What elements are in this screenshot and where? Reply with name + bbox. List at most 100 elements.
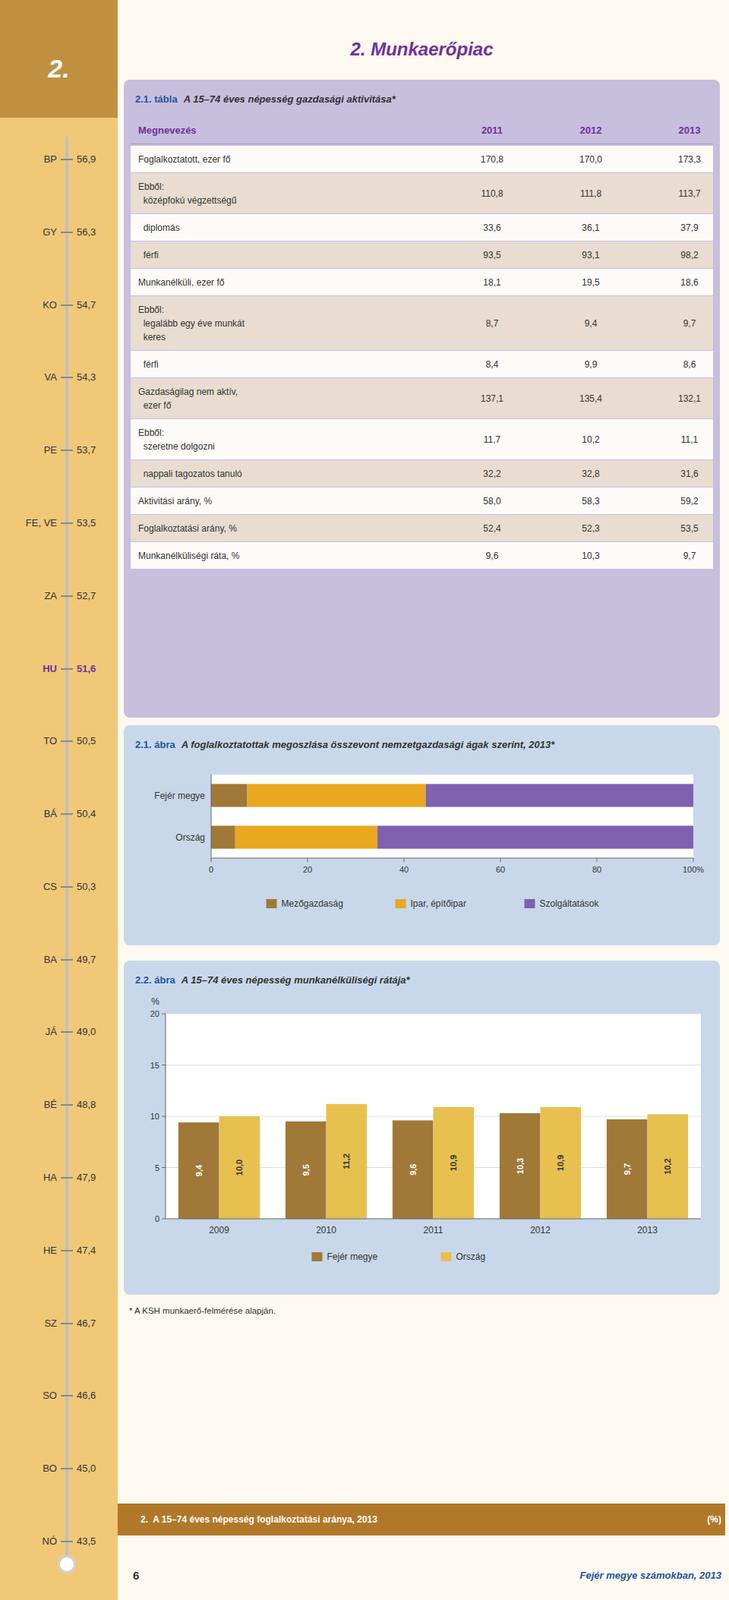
bar [211,825,236,849]
plot-background [211,774,694,859]
bar [426,783,694,807]
sidebar-tick [60,1104,73,1106]
sidebar-value: 45,0 [76,1461,117,1476]
bar [219,1116,261,1219]
axis-line [211,774,212,859]
bars [211,783,694,849]
table-cell: 31,6 [643,467,729,481]
sidebar-tick [60,959,73,961]
bar [326,1104,368,1219]
sidebar-tick [60,1249,73,1252]
chart-subtitle: A 15–74 éves népesség munkanélküliségi r… [181,974,411,986]
sidebar-value: 46,7 [76,1316,117,1331]
table-cell: 52,3 [545,521,637,536]
sidebar-label: CS [0,880,57,894]
axis-line [165,1218,701,1220]
sidebar-value: 43,5 [76,1534,117,1549]
sidebar-tick [60,1322,73,1325]
table-header [130,116,714,145]
table-cell: 110,8 [446,186,538,201]
table-cell: 93,5 [446,248,538,262]
footnote: * A KSH munkaerő-felmérése alapján. [129,1304,714,1317]
legend-swatch [395,899,407,909]
table-cell: 59,2 [643,494,729,509]
plot-background [165,1013,701,1219]
data-label: 9,7 [622,1163,632,1175]
table-row [130,378,714,419]
category-label: Ország [175,832,206,843]
chart-title: 2.1. ábraA foglalkoztatottak megoszlása … [135,738,713,752]
bar [235,825,378,849]
table-cell: 9,7 [643,549,729,563]
table-cell: 9,6 [446,549,538,563]
sidebar-label: GY [0,225,57,240]
table-cell: 137,1 [446,391,538,406]
table-cell: 98,2 [643,248,729,262]
bar [499,1113,541,1219]
grid-line [165,1064,701,1066]
table-row-label: Munkanélküli, ezer fő [138,275,442,290]
chart-number: 2.2. ábra [135,974,176,986]
tick-mark [693,858,695,862]
sidebar-tick [60,1467,73,1470]
sidebar-value: 53,7 [76,443,117,458]
table-row [130,419,714,460]
section-number: 2. [0,49,118,88]
chart: 0510152020099,410,020109,511,220119,610,… [127,990,717,1284]
sidebar-value: 56,9 [76,152,117,167]
legend-label: Mezőgazdaság [281,898,344,909]
table-header-cell: 2012 [545,116,637,145]
category-label: 2011 [423,1224,444,1236]
sidebar-value: 54,3 [76,370,117,385]
table-row-label: férfi [138,357,442,372]
sidebar-value: 47,9 [76,1170,117,1185]
sidebar-value: 50,4 [76,807,117,821]
bar [285,1121,327,1219]
sidebar-tick [60,668,73,670]
table-subtitle: A 15–74 éves népesség gazdasági aktivitá… [183,93,396,105]
legend: Fejér megyeOrszág [312,1251,486,1263]
tick-mark [161,1218,166,1220]
table-row [130,241,714,269]
table-row-label: férfi [138,248,442,262]
data-label: 11,2 [341,1153,351,1170]
table-row-label: Ebből: középfokú végzettségű [138,179,442,208]
axis-label: % [151,996,160,1007]
sidebar-value: 56,3 [76,225,117,240]
grid [161,1013,701,1219]
sidebar-label: KO [0,298,57,313]
sidebar-label: VA [0,370,57,385]
chart: 020406080100%Fejér megyeOrszágMezőgazdas… [127,763,717,931]
category-label: 2010 [315,1224,337,1236]
tick-mark [161,1013,166,1015]
sidebar-tick [60,158,73,161]
category-label: 2012 [530,1224,551,1236]
sidebar-label: JÁ [0,1025,57,1039]
grid-line [165,1218,701,1220]
sidebar-label: NÓ [0,1534,57,1549]
bar [647,1114,689,1219]
legend-swatch [312,1252,323,1262]
sidebar-value: 53,5 [76,516,117,531]
table-row-label: Foglalkoztatott, ezer fő [138,152,442,167]
table-header-cell: 2013 [643,116,729,145]
table-row-label: nappali tagozatos tanuló [138,467,442,481]
tick-label: 10 [150,1111,160,1121]
data-label: 9,4 [194,1164,204,1177]
sidebar-label: TO [0,734,57,748]
table-row-label: Ebből: szeretne dolgozni [138,426,442,454]
table-cell: 18,6 [643,275,729,290]
page-title: 2. Munkaerőpiac [127,36,717,63]
table-cell: 37,9 [643,220,729,235]
table-cell: 135,4 [545,391,637,406]
sidebar-body [0,117,118,1600]
table-cell: 93,1 [545,248,637,262]
data-label: 9,6 [408,1164,418,1176]
table-row-label: diplomás [138,220,442,235]
tick-label: 5 [154,1163,160,1173]
table-cell: 9,7 [643,316,729,331]
table-cell: 11,7 [446,432,538,447]
sidebar-value: 49,7 [76,953,117,967]
sidebar-value: 51,6 [76,662,117,676]
tick-mark [161,1064,166,1066]
